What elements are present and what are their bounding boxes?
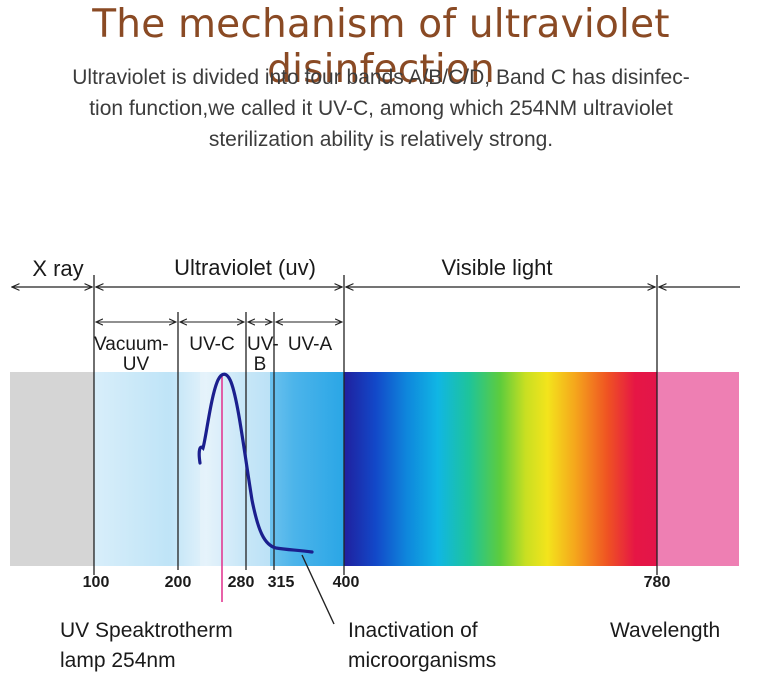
vacuum-uv-label-line1: Vacuum- <box>94 334 169 355</box>
intro-line-3: sterilization ability is relatively stro… <box>208 128 554 151</box>
uvc-label: UV-C <box>189 334 234 355</box>
tick-315: 315 <box>268 574 295 591</box>
uvb-label-line2: B <box>254 354 267 375</box>
tick-400: 400 <box>333 574 360 591</box>
intro-paragraph: Ultraviolet is divided into four bands A… <box>8 62 754 155</box>
tick-200: 200 <box>165 574 192 591</box>
intro-line-2: tion function,we called it UV-C, among w… <box>89 97 673 120</box>
xray-label: X ray <box>32 256 83 281</box>
tick-780: 780 <box>644 574 671 591</box>
page-title: The mechanism of ultraviolet disinfectio… <box>92 2 670 92</box>
visible-light-label: Visible light <box>442 255 553 280</box>
infrared-pink-band <box>657 372 739 566</box>
vacuum-uv-label-line2: UV <box>123 354 150 375</box>
tick-280: 280 <box>228 574 255 591</box>
inactivation-caption-line2: microorganisms <box>348 649 496 672</box>
lamp-caption-line2: lamp 254nm <box>60 649 176 672</box>
tick-100: 100 <box>83 574 110 591</box>
intro-line-1: Ultraviolet is divided into four bands A… <box>72 66 690 89</box>
xray-band <box>10 372 94 566</box>
lamp-caption-line1: UV Speaktrotherm <box>60 619 233 642</box>
ultraviolet-label: Ultraviolet (uv) <box>174 255 316 280</box>
wavelength-caption: Wavelength <box>610 619 720 642</box>
uvb-label-line1: UV- <box>247 334 279 355</box>
germicidal-curve <box>197 372 314 554</box>
inactivation-caption-line1: Inactivation of <box>348 619 478 642</box>
inactivation-pointer <box>301 554 335 625</box>
uva-label: UV-A <box>288 334 333 355</box>
visible-band <box>344 372 657 566</box>
